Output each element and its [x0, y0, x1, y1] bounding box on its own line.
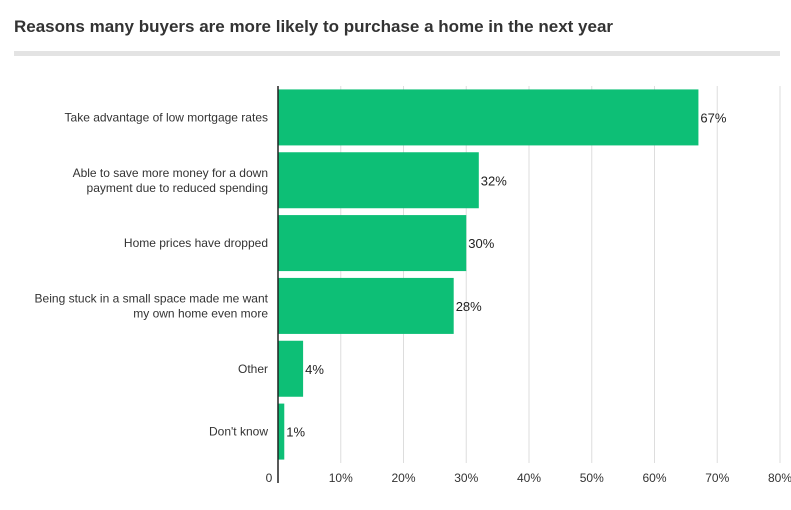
bar	[278, 277, 454, 334]
x-tick-labels: 0 10% 20% 30% 40% 50% 60% 70% 80%	[266, 471, 791, 485]
x-tick-label: 10%	[329, 471, 353, 485]
chart-title: Reasons many buyers are more likely to p…	[14, 17, 614, 36]
bar-value-label: 28%	[456, 299, 482, 314]
bar-value-label: 4%	[305, 362, 324, 377]
category-label: my own home even more	[133, 306, 268, 320]
category-label: payment due to reduced spending	[87, 181, 268, 195]
category-label: Able to save more money for a down	[73, 166, 268, 180]
x-tick-label: 80%	[768, 471, 791, 485]
category-labels: Take advantage of low mortgage rates Able…	[35, 110, 269, 438]
bar	[278, 215, 467, 272]
category-label: Other	[238, 362, 268, 376]
bar-value-label: 32%	[481, 173, 507, 188]
x-tick-label: 30%	[454, 471, 478, 485]
category-label: Home prices have dropped	[124, 236, 268, 250]
bar	[278, 152, 479, 209]
value-labels: 67% 32% 30% 28% 4% 1%	[286, 110, 727, 439]
x-tick-label: 20%	[391, 471, 415, 485]
x-tick-label: 0	[266, 471, 273, 485]
bar-value-label: 1%	[286, 425, 305, 440]
x-tick-label: 50%	[580, 471, 604, 485]
category-label: Take advantage of low mortgage rates	[65, 110, 268, 124]
grid-lines	[340, 86, 781, 463]
bar-value-label: 67%	[700, 110, 726, 125]
bar	[278, 340, 304, 397]
x-tick-label: 40%	[517, 471, 541, 485]
bars	[278, 89, 699, 460]
title-underline	[14, 51, 780, 56]
bar	[278, 89, 699, 146]
bar	[278, 403, 285, 460]
bar-value-label: 30%	[468, 236, 494, 251]
category-label: Don't know	[209, 425, 268, 439]
x-tick-label: 60%	[642, 471, 666, 485]
category-label: Being stuck in a small space made me wan…	[35, 291, 269, 305]
x-tick-label: 70%	[705, 471, 729, 485]
